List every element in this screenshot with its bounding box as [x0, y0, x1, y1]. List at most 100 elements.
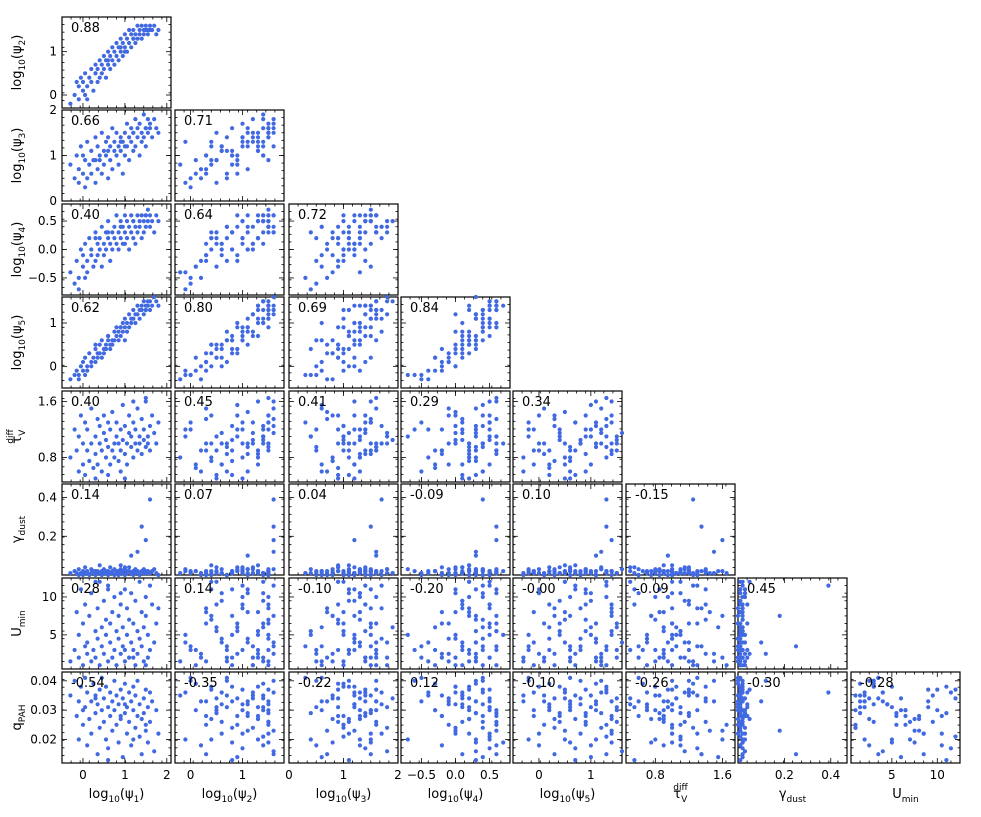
data-point — [740, 583, 745, 588]
data-point — [120, 625, 125, 630]
data-point — [604, 524, 609, 529]
data-point — [99, 448, 104, 453]
data-point — [740, 731, 745, 736]
data-point — [552, 458, 557, 464]
data-point — [116, 230, 121, 235]
data-point — [661, 571, 666, 576]
data-point — [255, 716, 261, 722]
data-point — [137, 27, 142, 33]
data-point — [319, 659, 324, 664]
data-point — [346, 758, 351, 763]
data-point — [235, 413, 240, 418]
data-point — [143, 613, 148, 619]
data-point — [352, 598, 357, 603]
data-point — [120, 329, 125, 334]
data-point — [198, 167, 204, 172]
data-point — [487, 696, 492, 701]
data-point — [101, 413, 106, 418]
data-point — [657, 572, 662, 578]
data-point — [219, 430, 224, 436]
data-point — [152, 640, 157, 645]
data-point — [346, 448, 351, 453]
data-point — [198, 275, 204, 280]
data-point — [501, 740, 506, 745]
data-point — [363, 303, 368, 308]
data-point — [604, 594, 609, 600]
data-point — [116, 613, 121, 619]
data-point — [480, 719, 485, 725]
data-point — [542, 722, 547, 727]
data-point — [118, 713, 123, 719]
data-point — [74, 713, 79, 719]
data-point — [325, 752, 330, 757]
x-tick-label: 1 — [121, 768, 129, 782]
data-point — [319, 469, 324, 474]
data-point — [143, 444, 148, 450]
data-point — [745, 655, 750, 660]
data-point — [245, 469, 250, 474]
data-point — [446, 651, 451, 656]
data-point — [686, 693, 692, 698]
data-point — [473, 294, 478, 300]
data-point — [145, 130, 150, 135]
data-point — [135, 629, 140, 634]
data-point — [738, 743, 743, 748]
panel-psi3-vs-psi2: 0.71 — [174, 109, 285, 202]
data-point — [453, 430, 458, 436]
data-point — [665, 687, 671, 692]
data-point — [686, 687, 692, 692]
data-point — [114, 333, 119, 339]
data-point — [137, 579, 142, 584]
data-point — [336, 342, 341, 347]
y-tick-label: 2 — [49, 103, 57, 117]
data-point — [219, 253, 224, 258]
data-point — [80, 663, 86, 668]
data-point — [116, 441, 121, 446]
data-point — [122, 587, 127, 592]
data-point — [78, 247, 83, 252]
data-point — [137, 316, 142, 321]
data-point — [480, 307, 485, 313]
data-point — [433, 681, 438, 686]
data-point — [245, 230, 250, 235]
data-point — [154, 32, 159, 37]
data-point — [593, 636, 599, 641]
data-point — [446, 702, 451, 707]
data-point — [346, 651, 351, 656]
data-point — [76, 655, 81, 660]
data-point — [133, 144, 138, 149]
data-point — [183, 270, 188, 275]
data-point — [93, 434, 98, 439]
data-point — [487, 462, 492, 467]
data-point — [89, 247, 94, 252]
data-point — [379, 423, 384, 429]
data-point — [183, 372, 188, 378]
data-point — [526, 434, 531, 439]
data-point — [209, 236, 214, 241]
data-point — [261, 441, 266, 446]
data-point — [74, 610, 79, 615]
data-point — [314, 281, 319, 286]
data-point — [419, 469, 424, 474]
data-point — [76, 469, 81, 474]
data-point — [473, 678, 478, 683]
data-point — [83, 675, 88, 681]
data-point — [368, 441, 373, 446]
data-point — [178, 377, 183, 382]
data-point — [209, 230, 214, 235]
data-point — [97, 687, 102, 692]
data-point — [593, 702, 599, 707]
data-point — [552, 606, 557, 611]
data-point — [644, 632, 650, 638]
data-point — [352, 329, 357, 334]
data-point — [494, 571, 499, 576]
data-point — [133, 320, 138, 326]
data-point — [308, 434, 313, 439]
x-tick-label: −0.5 — [407, 768, 436, 782]
data-point — [494, 395, 499, 401]
data-point — [682, 571, 687, 576]
data-point — [826, 690, 831, 695]
data-point — [379, 583, 384, 588]
data-point — [583, 413, 588, 418]
correlation-label: 0.14 — [71, 488, 100, 503]
